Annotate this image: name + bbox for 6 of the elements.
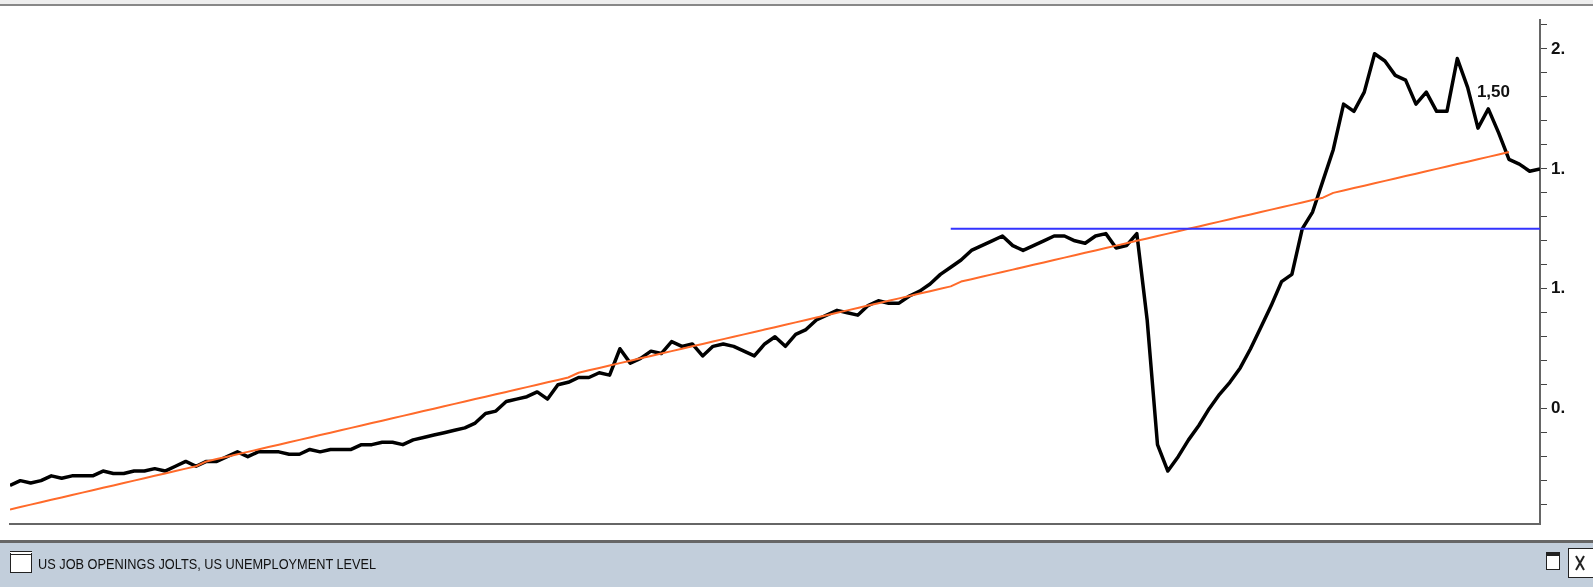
y-tick-label: 2. bbox=[1551, 38, 1566, 58]
y-tick-label: 0. bbox=[1551, 398, 1566, 418]
y-tick-label: 1. bbox=[1551, 278, 1566, 298]
text: US JOB OPENINGS JOLTS, US UNEMPLOYMENT LEVEL bbox=[38, 555, 377, 572]
annotation: 1,50 bbox=[1476, 81, 1510, 101]
y-tick-label: 1. bbox=[1551, 158, 1566, 178]
